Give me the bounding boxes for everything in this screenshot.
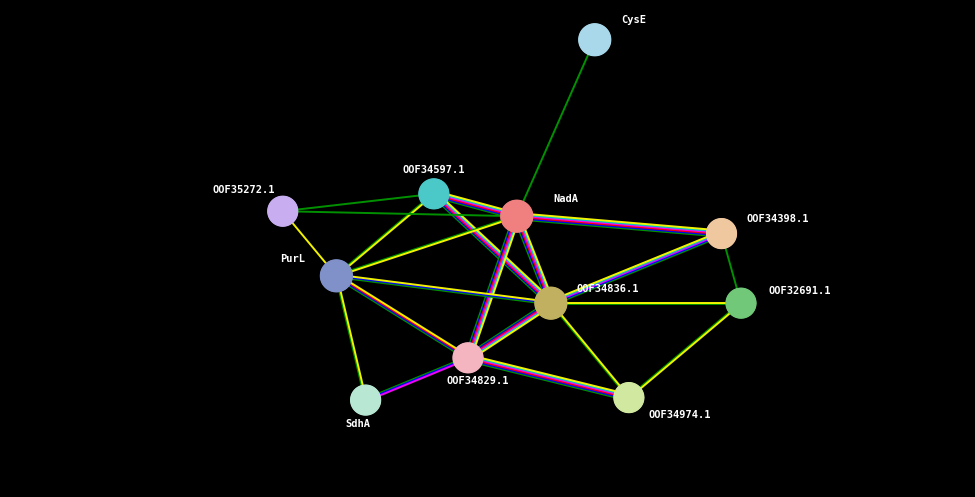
Polygon shape <box>579 24 610 56</box>
Text: NadA: NadA <box>553 194 578 204</box>
Text: PurL: PurL <box>280 254 305 264</box>
Text: OOF34398.1: OOF34398.1 <box>747 214 809 224</box>
Polygon shape <box>501 200 532 232</box>
Polygon shape <box>726 288 756 318</box>
Polygon shape <box>321 260 352 292</box>
Text: OOF32691.1: OOF32691.1 <box>768 286 831 296</box>
Polygon shape <box>419 179 448 209</box>
Polygon shape <box>453 343 483 373</box>
Polygon shape <box>707 219 736 248</box>
Text: SdhA: SdhA <box>345 419 370 429</box>
Text: OOF34836.1: OOF34836.1 <box>576 284 639 294</box>
Polygon shape <box>535 287 566 319</box>
Polygon shape <box>268 196 297 226</box>
Polygon shape <box>614 383 644 413</box>
Text: OOF34829.1: OOF34829.1 <box>447 376 509 386</box>
Text: OOF34974.1: OOF34974.1 <box>648 410 711 420</box>
Polygon shape <box>351 385 380 415</box>
Text: OOF34597.1: OOF34597.1 <box>403 165 465 175</box>
Text: CysE: CysE <box>621 15 646 25</box>
Text: OOF35272.1: OOF35272.1 <box>213 185 275 195</box>
